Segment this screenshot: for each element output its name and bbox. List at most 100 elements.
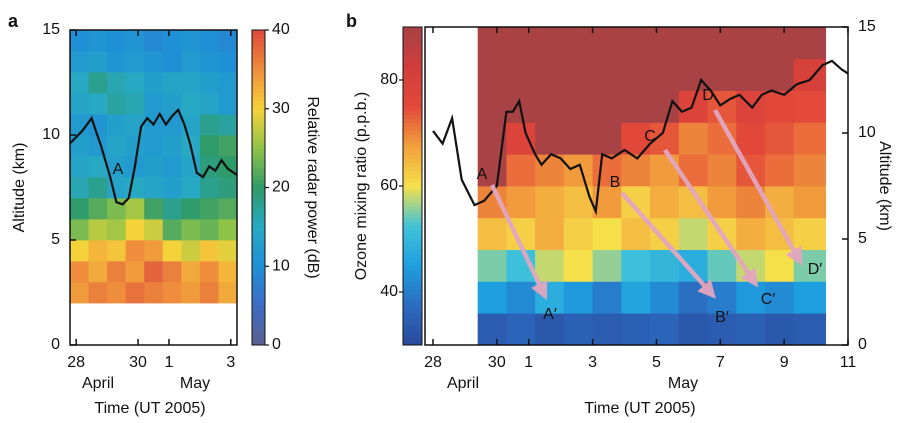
colorbar-step xyxy=(403,281,422,286)
heatmap-cell xyxy=(793,186,827,219)
heatmap-cell xyxy=(162,261,182,283)
heatmap-cell xyxy=(621,217,651,250)
colorbar-step xyxy=(252,250,265,255)
heatmap-cell xyxy=(506,154,536,187)
heatmap-cell xyxy=(125,72,145,94)
colorbar-step xyxy=(252,104,265,110)
heatmap-cell xyxy=(506,281,536,314)
heatmap-cell xyxy=(162,93,182,115)
colorbar-step xyxy=(252,175,265,181)
colorbar-step xyxy=(403,46,422,52)
heatmap-cell xyxy=(125,282,145,304)
heatmap-cell xyxy=(107,261,127,283)
colorbar-step xyxy=(403,122,422,127)
colorbar-step xyxy=(403,138,422,143)
annotation: C′ xyxy=(761,291,776,308)
x-tick-label: 28 xyxy=(424,354,442,371)
colorbar-step xyxy=(403,154,422,159)
heatmap-cell xyxy=(218,135,238,157)
colorbar-step xyxy=(403,42,422,48)
colorbar-step xyxy=(252,226,265,232)
colorbar-step xyxy=(403,269,422,274)
heatmap-cell xyxy=(162,156,182,178)
heatmap-cell xyxy=(218,177,238,199)
heatmap-cell xyxy=(563,154,594,187)
colorbar-step xyxy=(252,195,265,200)
heatmap-cell xyxy=(88,177,108,199)
heatmap-cell xyxy=(218,198,238,220)
colorbar-step xyxy=(252,73,265,78)
colorbar-step xyxy=(403,321,422,326)
panel-letter: b xyxy=(346,11,357,31)
heatmap-cell xyxy=(199,219,219,241)
heatmap-cell xyxy=(535,122,565,155)
annotation: A xyxy=(477,166,488,183)
colorbar-step xyxy=(252,258,265,263)
colorbar-step xyxy=(403,50,422,56)
colorbar-step xyxy=(252,116,265,122)
heatmap-cell xyxy=(218,261,238,283)
colorbar-step xyxy=(252,152,265,157)
colorbar-step xyxy=(403,217,422,223)
colorbar-step xyxy=(252,203,265,208)
heatmap-cell xyxy=(144,93,164,115)
heatmap-cell xyxy=(736,58,766,91)
heatmap-cell xyxy=(764,154,795,187)
colorbar-step xyxy=(403,229,422,235)
heatmap-cell xyxy=(218,219,238,241)
heatmap-cell xyxy=(181,219,201,241)
heatmap-cell xyxy=(621,313,651,346)
heatmap-cell xyxy=(535,249,565,282)
heatmap-cell xyxy=(477,313,507,346)
colorbar-step xyxy=(252,211,265,216)
heatmap-cell xyxy=(477,217,507,250)
colorbar-step xyxy=(403,277,422,282)
heatmap-cell xyxy=(218,30,238,52)
colorbar-step xyxy=(252,112,265,118)
heatmap-cell xyxy=(144,30,164,52)
heatmap-cell xyxy=(181,72,201,94)
heatmap-cell xyxy=(592,154,622,187)
colorbar-step xyxy=(252,85,265,90)
colorbar-step xyxy=(252,69,265,74)
heatmap-cell xyxy=(181,93,201,115)
heatmap-cell xyxy=(535,27,565,60)
colorbar-step xyxy=(252,317,265,322)
colorbar-step xyxy=(252,33,265,39)
heatmap-cell xyxy=(563,122,594,155)
colorbar-step xyxy=(252,207,265,212)
heatmap-cell xyxy=(563,249,594,282)
line xyxy=(69,107,238,206)
heatmap-cell xyxy=(107,51,127,73)
heatmap-cell xyxy=(764,249,795,282)
colorbar-step xyxy=(252,293,265,299)
heatmap-cell xyxy=(764,122,795,155)
heatmap-cell xyxy=(592,122,622,155)
heatmap-cell xyxy=(88,93,108,115)
heatmap-cell xyxy=(125,135,145,157)
heatmap-cell xyxy=(678,249,708,282)
y-axis-label: Altitude (km) xyxy=(876,141,893,231)
x-tick-label: 5 xyxy=(652,354,661,371)
colorbar-step xyxy=(403,90,422,96)
colorbar-step xyxy=(252,124,265,129)
heatmap-cell xyxy=(535,313,565,346)
colorbar-tick-label: 10 xyxy=(272,257,290,274)
colorbar-step xyxy=(403,265,422,270)
colorbar-step xyxy=(252,96,265,102)
colorbar-step xyxy=(403,257,422,263)
colorbar-step xyxy=(252,179,265,185)
colorbar-step xyxy=(252,144,265,149)
heatmap-cell xyxy=(650,313,680,346)
colorbar-step xyxy=(403,241,422,247)
colorbar-step xyxy=(252,89,265,94)
colorbar-step xyxy=(252,159,265,165)
colorbar-step xyxy=(403,102,422,107)
heatmap-cell xyxy=(218,93,238,115)
colorbar-step xyxy=(252,45,265,51)
heatmap-cell xyxy=(650,58,680,91)
heatmap-cell xyxy=(592,249,622,282)
heatmap-cell xyxy=(793,281,827,314)
colorbar-step xyxy=(252,148,265,153)
heatmap-cell xyxy=(535,58,565,91)
